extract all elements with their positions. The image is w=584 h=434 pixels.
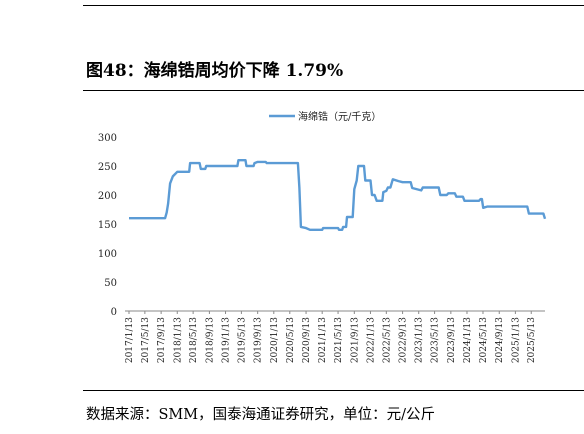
series-line xyxy=(129,159,547,231)
x-tick-label: 2024/9/13 xyxy=(495,317,505,363)
x-tick-label: 2018/1/13 xyxy=(173,317,183,363)
y-tick-label: 0 xyxy=(111,307,117,318)
title-rule xyxy=(83,90,584,91)
x-tick-label: 2017/5/13 xyxy=(141,317,151,363)
source-rule xyxy=(83,390,584,391)
x-tick-label: 2023/9/13 xyxy=(447,317,457,363)
y-tick-label: 200 xyxy=(98,191,117,202)
x-tick-label: 2017/9/13 xyxy=(157,317,167,363)
x-tick-label: 2021/1/13 xyxy=(318,317,328,363)
x-tick-label: 2022/9/13 xyxy=(399,317,409,363)
x-tick-label: 2021/5/13 xyxy=(334,317,344,363)
y-tick-label: 100 xyxy=(98,249,117,260)
x-tick-label: 2024/1/13 xyxy=(463,317,473,363)
x-tick-label: 2025/5/13 xyxy=(527,317,537,363)
top-rule xyxy=(83,5,584,6)
source-note: 数据来源：SMM，国泰海通证券研究，单位：元/公斤 xyxy=(86,407,436,423)
y-tick-label: 250 xyxy=(98,162,117,173)
legend-label: 海绵锆（元/千克） xyxy=(298,110,381,123)
x-tick-label: 2022/5/13 xyxy=(382,317,392,363)
x-tick-label: 2023/5/13 xyxy=(431,317,441,363)
x-tick-label: 2019/9/13 xyxy=(254,317,264,363)
series-layer xyxy=(129,159,547,231)
y-tick-label: 150 xyxy=(98,220,117,231)
x-tick-label: 2020/5/13 xyxy=(286,317,296,363)
x-tick-label: 2022/1/13 xyxy=(366,317,376,363)
x-tick-label: 2018/5/13 xyxy=(189,317,199,363)
x-axis-ticks: 2017/1/13 2017/5/13 2017/9/13 2018/1/13 2018… xyxy=(125,311,537,363)
x-tick-label: 2020/9/13 xyxy=(302,317,312,363)
x-tick-label: 2025/1/13 xyxy=(511,317,521,363)
y-axis-ticks: 0 50 100 150 200 250 300 xyxy=(98,133,117,318)
figure-title: 图48：海绵锆周均价下降 1.79% xyxy=(86,61,344,81)
x-tick-label: 2024/5/13 xyxy=(479,317,489,363)
x-tick-label: 2020/1/13 xyxy=(270,317,280,363)
y-tick-label: 50 xyxy=(104,278,117,289)
x-tick-label: 2023/1/13 xyxy=(415,317,425,363)
x-tick-label: 2017/1/13 xyxy=(125,317,135,363)
x-tick-label: 2019/5/13 xyxy=(237,317,247,363)
x-tick-label: 2018/9/13 xyxy=(205,317,215,363)
chart-legend: 海绵锆（元/千克） xyxy=(269,110,381,123)
x-tick-label: 2019/1/13 xyxy=(222,317,232,363)
x-tick-label: 2021/9/13 xyxy=(350,317,360,363)
y-tick-label: 300 xyxy=(98,133,117,144)
